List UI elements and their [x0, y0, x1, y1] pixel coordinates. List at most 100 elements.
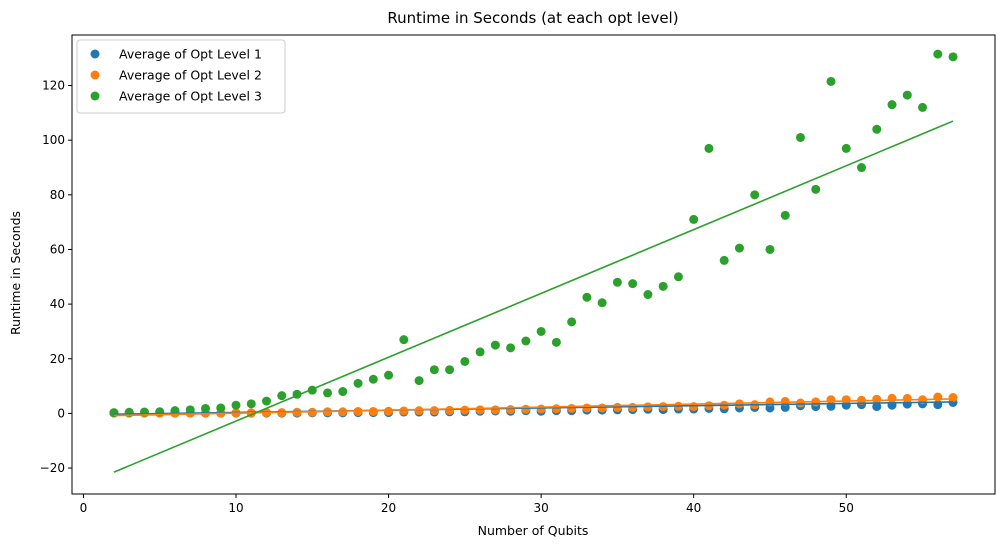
- x-axis-label: Number of Qubits: [478, 523, 589, 538]
- y-tick-label: 20: [50, 352, 65, 366]
- data-point: [795, 398, 805, 408]
- data-point: [399, 406, 409, 416]
- x-tick-label: 40: [686, 501, 701, 515]
- data-point: [506, 405, 516, 415]
- data-point: [490, 405, 500, 415]
- data-point: [811, 184, 821, 194]
- data-point: [521, 404, 531, 414]
- y-tick-label: 100: [42, 133, 65, 147]
- data-point: [429, 365, 439, 375]
- data-point: [246, 399, 256, 409]
- data-point: [460, 356, 470, 366]
- data-point: [902, 393, 912, 403]
- data-point: [704, 143, 714, 153]
- data-point: [368, 374, 378, 384]
- data-point: [887, 100, 897, 110]
- data-point: [872, 394, 882, 404]
- data-point: [384, 406, 394, 416]
- y-tick-label: 80: [50, 188, 65, 202]
- data-point: [628, 279, 638, 289]
- data-point: [658, 281, 668, 291]
- legend-item: Average of Opt Level 1: [90, 47, 262, 62]
- legend-marker: [90, 91, 100, 101]
- data-point: [460, 405, 470, 415]
- data-point: [689, 214, 699, 224]
- data-point: [933, 49, 943, 59]
- data-point: [643, 290, 653, 300]
- y-axis-label: Runtime in Seconds: [8, 211, 23, 335]
- data-point: [567, 403, 577, 413]
- data-point: [734, 243, 744, 253]
- data-point: [902, 90, 912, 100]
- data-point: [231, 400, 241, 410]
- data-point: [490, 340, 500, 350]
- data-point: [948, 393, 958, 403]
- data-point: [368, 406, 378, 416]
- legend-marker: [90, 70, 100, 80]
- y-tick-label: 40: [50, 297, 65, 311]
- data-point: [795, 132, 805, 142]
- legend-item: Average of Opt Level 3: [90, 89, 262, 104]
- data-point: [262, 396, 272, 406]
- data-point: [414, 406, 424, 416]
- y-tick-label: 0: [57, 406, 65, 420]
- data-point: [414, 376, 424, 386]
- legend-marker: [90, 49, 100, 59]
- data-point: [445, 365, 455, 375]
- legend-label: Average of Opt Level 1: [119, 47, 262, 62]
- data-point: [323, 388, 333, 398]
- data-point: [475, 347, 485, 357]
- axes-frame: [71, 34, 996, 495]
- y-tick-label: −20: [40, 461, 65, 475]
- series-3-trend-line: [113, 120, 954, 473]
- x-tick-label: 20: [381, 501, 396, 515]
- x-tick-label: 10: [228, 501, 243, 515]
- data-point: [597, 298, 607, 308]
- data-point: [277, 391, 287, 401]
- data-point: [185, 405, 195, 415]
- data-point: [429, 406, 439, 416]
- legend-item: Average of Opt Level 2: [90, 68, 262, 83]
- data-point: [933, 392, 943, 402]
- data-point: [841, 395, 851, 405]
- data-point: [353, 378, 363, 388]
- data-point: [780, 210, 790, 220]
- data-point: [567, 317, 577, 327]
- data-point: [765, 244, 775, 254]
- x-tick-label: 0: [80, 501, 88, 515]
- data-point: [200, 403, 210, 413]
- chart-title: Runtime in Seconds (at each opt level): [387, 9, 678, 27]
- data-point: [612, 277, 622, 287]
- data-point: [857, 163, 867, 173]
- y-tick-label: 60: [50, 242, 65, 256]
- y-tick-label: 120: [42, 79, 65, 93]
- series-3-points: [109, 49, 958, 418]
- data-point: [216, 403, 226, 413]
- data-point: [536, 404, 546, 414]
- data-point: [445, 405, 455, 415]
- data-point: [872, 124, 882, 134]
- legend-label: Average of Opt Level 3: [119, 89, 262, 104]
- data-point: [887, 393, 897, 403]
- data-point: [918, 102, 928, 112]
- data-point: [506, 343, 516, 353]
- x-tick-label: 30: [533, 501, 548, 515]
- data-point: [582, 292, 592, 302]
- data-point: [475, 405, 485, 415]
- data-point: [521, 336, 531, 346]
- data-point: [338, 387, 348, 397]
- legend-box: [76, 39, 286, 114]
- data-point: [826, 76, 836, 86]
- data-point: [841, 143, 851, 153]
- legend-label: Average of Opt Level 2: [119, 68, 262, 83]
- plot-area: 0 10 20 30 40 50 −20 0 20 40 60 80 100 120: [40, 34, 996, 515]
- data-point: [536, 326, 546, 336]
- data-point: [673, 272, 683, 282]
- data-point: [719, 255, 729, 265]
- data-point: [551, 337, 561, 347]
- x-tick-label: 50: [839, 501, 854, 515]
- data-point: [750, 190, 760, 200]
- data-point: [948, 52, 958, 62]
- data-point: [872, 402, 882, 412]
